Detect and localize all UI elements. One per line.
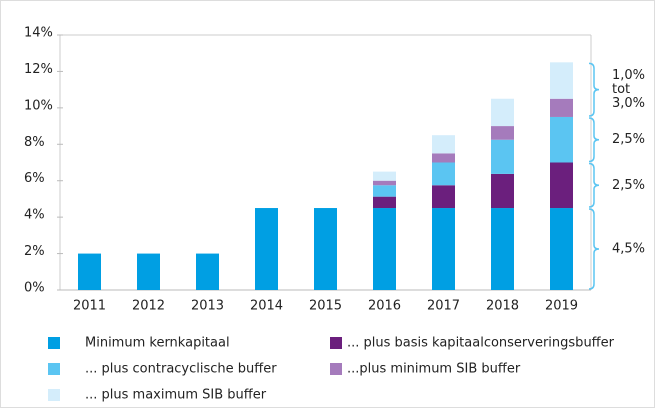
x-tick-label: 2014 — [250, 299, 283, 314]
bar-segment — [491, 173, 514, 209]
bracket — [588, 208, 600, 290]
legend-swatch — [330, 337, 342, 349]
bar-segment — [373, 196, 396, 209]
bar-segment — [373, 180, 396, 186]
bar-segment — [432, 153, 455, 163]
y-tick-label: 14% — [24, 26, 53, 41]
annotation: tot — [612, 82, 630, 97]
y-tick-label: 12% — [24, 62, 53, 77]
bar-segment — [491, 126, 514, 140]
bar-segment — [550, 162, 573, 209]
bar-segment — [550, 208, 573, 290]
bar-segment — [373, 208, 396, 290]
legend-label: ... plus basis kapitaalconserveringsbuff… — [347, 336, 615, 351]
x-tick-label: 2012 — [132, 299, 165, 314]
bar-segment — [491, 208, 514, 290]
annotation: 3,0% — [612, 96, 645, 111]
x-tick-label: 2013 — [191, 299, 224, 314]
annotation: 4,5% — [612, 242, 645, 257]
bracket — [588, 162, 600, 208]
bar-segment — [373, 185, 396, 197]
legend-label: ... plus contracyclische buffer — [85, 362, 277, 377]
bar-segment — [432, 208, 455, 290]
bar-segment — [491, 139, 514, 174]
y-tick-label: 8% — [24, 135, 45, 150]
bar-segment — [78, 253, 101, 290]
bar-segment — [432, 185, 455, 209]
x-tick-label: 2018 — [486, 299, 519, 314]
legend-swatch — [48, 337, 60, 349]
y-tick-label: 0% — [24, 281, 45, 296]
annotation: 2,5% — [612, 178, 645, 193]
annotation: 1,0% — [612, 68, 645, 83]
legend-label: ... plus maximum SIB buffer — [85, 388, 267, 403]
bar-segment — [550, 98, 573, 117]
legend-swatch — [48, 363, 60, 375]
x-tick-label: 2019 — [545, 299, 578, 314]
y-tick-label: 4% — [24, 208, 45, 223]
legend-label: ...plus minimum SIB buffer — [347, 362, 521, 377]
bar-segment — [196, 253, 219, 290]
bar-segment — [550, 116, 573, 163]
bracket — [588, 62, 600, 117]
y-tick-label: 2% — [24, 244, 45, 259]
x-tick-label: 2011 — [73, 299, 106, 314]
y-tick-label: 6% — [24, 171, 45, 186]
y-tick-label: 10% — [24, 98, 53, 113]
bar-segment — [255, 208, 278, 290]
x-tick-label: 2016 — [368, 299, 401, 314]
x-tick-label: 2015 — [309, 299, 342, 314]
x-tick-label: 2017 — [427, 299, 460, 314]
bar-segment — [373, 171, 396, 181]
bar-segment — [314, 208, 337, 290]
legend-swatch — [48, 389, 60, 401]
legend-label: Minimum kernkapitaal — [85, 336, 230, 351]
legend-swatch — [330, 363, 342, 375]
bar-segment — [550, 62, 573, 99]
bar-segment — [491, 98, 514, 127]
bar-segment — [432, 135, 455, 154]
bar-segment — [432, 162, 455, 186]
bar-segment — [137, 253, 160, 290]
bracket — [588, 117, 600, 163]
annotation: 2,5% — [612, 132, 645, 147]
